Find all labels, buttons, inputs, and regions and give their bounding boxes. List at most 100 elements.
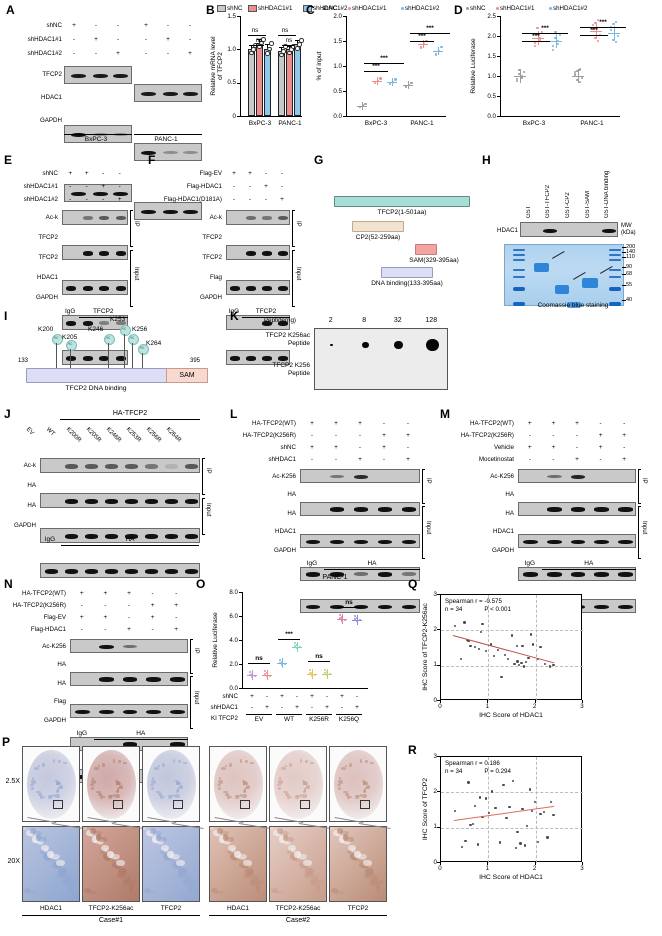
panel-o-ann-1: *** (285, 631, 293, 638)
panel-p-zoom-texture (158, 842, 163, 845)
panel-r-point (461, 845, 464, 849)
panel-p-core-texture (173, 758, 176, 763)
panel-b-tick (237, 49, 240, 51)
panel-p-zoom-texture (362, 865, 368, 869)
panel-p-core-texture (288, 763, 292, 768)
panel-o-tick-label: 0.0 (229, 684, 238, 692)
panel-p-zoom-texture (348, 845, 356, 851)
panel-p-core-texture (302, 793, 308, 798)
panel-c-legend-dot-0 (318, 6, 321, 10)
panel-p-core-texture (178, 787, 184, 790)
panel-p-case-label-1: Case#2 (285, 917, 311, 924)
panel-r-point (530, 809, 534, 812)
panel-q-xtick-3: 3 (580, 703, 584, 710)
panel-p-zoom-texture (186, 882, 194, 886)
panel-g-domain-dnabinding (381, 267, 433, 278)
panel-a-cell-0: BxPC-3 (84, 136, 108, 143)
panel-b-errorcap (257, 39, 262, 41)
panel-r-xtick-0: 0 (438, 865, 442, 872)
panel-d-error-line (614, 25, 615, 40)
panel-p-zoom-texture (217, 828, 223, 834)
panel-p-zoom-texture (89, 833, 99, 837)
panel-o-tick (239, 640, 242, 641)
panel-j-band (184, 499, 198, 504)
panel-b-bar (294, 44, 301, 116)
panel-p-core-texture (294, 794, 299, 799)
panel-q: Q Spearman r = -0.575 n = 34 P < 0.001 0 1 2 3… (392, 578, 662, 740)
panel-c-sig: *** (380, 55, 388, 62)
panel-a-group-underline-0 (64, 134, 132, 135)
panel-o-point (326, 671, 329, 674)
panel-f-band (246, 286, 256, 291)
panel-p-core-texture (283, 790, 289, 793)
panel-o-point (293, 641, 296, 644)
panel-e-band (82, 356, 93, 361)
panel-i-ac-glyph-4: Ac (129, 335, 135, 341)
panel-f-band (278, 216, 288, 220)
panel-m-sign-3-3: - (599, 456, 602, 463)
panel-m-sign-1-3: + (598, 432, 603, 439)
panel-o-point (248, 670, 251, 673)
panel-p-zoom-texture (368, 871, 373, 876)
panel-p-core-texture (217, 783, 222, 786)
panel-j-input-bracket (202, 498, 205, 535)
panel-r-point (533, 801, 536, 804)
panel-l-blot-4 (300, 599, 420, 613)
panel-b-legend-swatch-0 (217, 5, 226, 12)
panel-d-y-label-line: Relative Luciferase (470, 38, 477, 94)
panel-p-core-texture (115, 793, 121, 798)
panel-d-point (592, 24, 595, 27)
panel-p-core-texture (217, 780, 223, 785)
panel-o-point (313, 673, 316, 677)
panel-p-core-texture (302, 779, 306, 782)
panel-q-point (527, 656, 530, 660)
panel-b-y-axis (240, 16, 241, 116)
panel-p-zoom-texture (29, 833, 39, 837)
panel-o-point (253, 675, 256, 678)
panel-b-point (297, 42, 302, 47)
panel-r-point (494, 807, 497, 810)
panel-p-core-texture (58, 787, 64, 790)
panel-a-blot-2-1 (134, 202, 202, 220)
panel-f-sign-2-0: - (232, 196, 236, 203)
panel-d-point (578, 68, 581, 71)
panel-o-ann-line (308, 661, 330, 662)
panel-p-zoom-texture (46, 856, 50, 861)
panel-d-tick (497, 116, 500, 117)
panel-f-blot-label-1: TFCP2 (202, 234, 222, 241)
panel-o-sign-1-5: + (325, 704, 329, 711)
panel-e-band (99, 321, 110, 325)
panel-p-zoom-texture (357, 854, 367, 859)
panel-e-blot-label-0: Ac-k (45, 214, 58, 221)
panel-c-tick (343, 116, 346, 117)
panel-p-core-texture (90, 787, 94, 791)
panel-p-core-texture (242, 780, 247, 785)
panel-o-point (283, 663, 286, 666)
panel-f-blot-3 (226, 315, 290, 330)
panel-r-point (508, 805, 511, 809)
panel-l-band (353, 604, 369, 610)
panel-c-tick-label: 2.0 (333, 12, 342, 20)
panel-p-zoom-texture (115, 865, 121, 869)
panel-r-point (490, 790, 494, 793)
panel-f-sign-1-3: - (280, 183, 284, 190)
panel-k-dot-1 (361, 341, 369, 349)
panel-o-point (308, 672, 311, 675)
panel-p-core-texture (110, 794, 114, 797)
panel-p-core-texture (284, 765, 287, 768)
panel-l-band (353, 572, 369, 576)
panel-h-arrow-0 (552, 251, 565, 259)
panel-p-core-texture (117, 788, 120, 793)
panel-q-point (529, 633, 533, 636)
panel-l-sign-1-0: - (310, 432, 314, 439)
panel-p-zoom-texture (304, 873, 310, 878)
panel-p-zoom-texture (251, 874, 259, 877)
panel-o-tick-label: 8.0 (229, 588, 238, 596)
panel-o-sign-0-7: - (355, 693, 359, 700)
panel-o-group-label-2: K256R (309, 716, 329, 723)
panel-o-error-line (282, 658, 283, 669)
panel-p-core-texture (172, 794, 175, 798)
panel-p-core-texture (122, 761, 127, 764)
panel-i-ac-circle-3 (120, 325, 131, 336)
panel-q-point (513, 662, 516, 666)
